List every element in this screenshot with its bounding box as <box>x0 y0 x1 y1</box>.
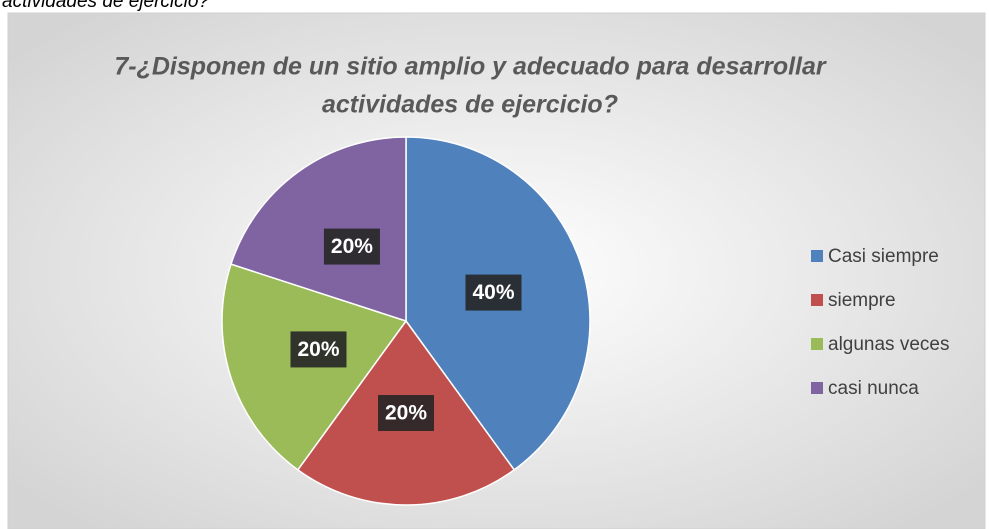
data-label: 20% <box>331 235 373 258</box>
legend-label: Casi siempre <box>828 246 939 267</box>
data-label-box <box>323 228 380 265</box>
chart-title: actividades de ejercicio? <box>322 91 618 119</box>
data-label-box <box>290 331 347 368</box>
data-label-box <box>465 274 522 311</box>
data-label: 20% <box>297 338 339 361</box>
chart-title: 7-¿Disponen de un sitio amplio y adecuad… <box>114 53 827 81</box>
data-label: 20% <box>385 402 427 425</box>
legend-swatch <box>811 294 823 306</box>
legend-swatch <box>811 382 823 394</box>
legend-label: algunas veces <box>828 334 949 355</box>
data-label-box <box>378 395 434 431</box>
legend-label: siempre <box>828 290 896 311</box>
caption-fragment: actividades de ejercicio? <box>2 0 209 12</box>
legend-swatch <box>811 338 823 350</box>
legend-swatch <box>811 250 823 262</box>
legend-label: casi nunca <box>828 378 919 399</box>
pie-slice <box>230 136 407 323</box>
data-label: 40% <box>472 281 514 304</box>
